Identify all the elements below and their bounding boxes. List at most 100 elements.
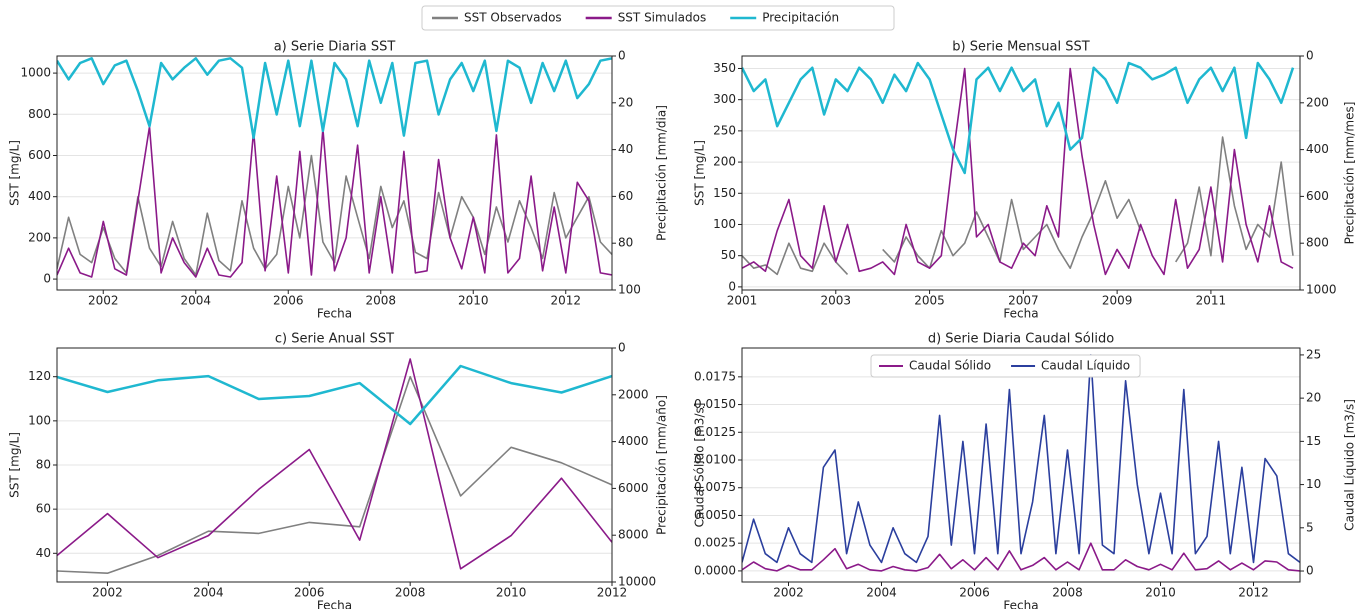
y-tick-label: 0 xyxy=(43,272,51,286)
series-line xyxy=(742,67,1294,276)
y-tick-label: 600 xyxy=(28,148,51,162)
plot-frame xyxy=(56,347,613,583)
plot-frame xyxy=(741,347,1301,583)
y-tick-label: 0 xyxy=(728,279,736,293)
x-tick-label: 2012 xyxy=(550,294,581,308)
y-tick-label: 120 xyxy=(28,369,51,383)
x-tick-label: 2010 xyxy=(1145,586,1176,600)
x-tick-label: 2012 xyxy=(1238,586,1269,600)
y2-tick-label: 60 xyxy=(618,189,633,203)
series-line xyxy=(57,125,612,278)
x-tick-label: 2001 xyxy=(727,294,758,308)
y-axis-label: Caudal Sólido [m3/s] xyxy=(693,403,707,528)
y2-tick-label: 0 xyxy=(618,341,626,355)
y2-axis-label: Precipitación [mm/mes] xyxy=(1343,102,1357,245)
y2-tick-label: 25 xyxy=(1306,347,1321,361)
legend-label: Precipitación xyxy=(762,11,839,25)
series-line xyxy=(57,358,612,570)
legend-label: SST Observados xyxy=(464,11,562,25)
chart-title: a) Serie Diaria SST xyxy=(274,40,396,55)
y2-tick-label: 100 xyxy=(618,283,641,297)
y-axis-label: SST [mg/L] xyxy=(693,140,707,206)
y-tick-label: 0.0150 xyxy=(694,397,736,411)
x-tick-label: 2004 xyxy=(866,586,897,600)
y2-tick-label: 10 xyxy=(1306,477,1321,491)
y2-tick-label: 8000 xyxy=(618,528,649,542)
y-tick-label: 0.0000 xyxy=(694,563,736,577)
y2-tick-label: 200 xyxy=(1306,95,1329,109)
x-tick-label: 2002 xyxy=(773,586,804,600)
series-line xyxy=(742,354,1300,564)
y-tick-label: 100 xyxy=(713,217,736,231)
y-tick-label: 0.0025 xyxy=(694,536,736,550)
series-line xyxy=(57,375,612,574)
x-tick-label: 2010 xyxy=(496,586,527,600)
x-tick-label: 2008 xyxy=(365,294,396,308)
x-tick-label: 2009 xyxy=(1102,294,1133,308)
x-axis-label: Fecha xyxy=(1003,599,1038,609)
y-axis-label: SST [mg/L] xyxy=(8,432,22,498)
x-axis-label: Fecha xyxy=(317,599,352,609)
chart-title: d) Serie Diaria Caudal Sólido xyxy=(928,332,1114,347)
y-tick-label: 100 xyxy=(28,413,51,427)
y-tick-label: 0.0175 xyxy=(694,369,736,383)
y2-tick-label: 600 xyxy=(1306,189,1329,203)
x-tick-label: 2012 xyxy=(597,586,628,600)
x-tick-label: 2006 xyxy=(273,294,304,308)
legend-box xyxy=(870,354,1141,378)
y2-tick-label: 800 xyxy=(1306,236,1329,250)
y-axis-label: SST [mg/L] xyxy=(8,140,22,206)
plot-frame xyxy=(56,55,613,291)
x-tick-label: 2008 xyxy=(395,586,426,600)
legend-box xyxy=(421,5,895,31)
legend: Caudal Sólido Caudal Líquido xyxy=(870,354,1141,378)
y-tick-label: 300 xyxy=(713,92,736,106)
y2-axis-label: Precipitación [mm/dia] xyxy=(655,105,669,241)
y-tick-label: 150 xyxy=(713,186,736,200)
plot-frame xyxy=(741,55,1301,291)
legend-label: Caudal Sólido xyxy=(909,359,991,373)
series-line xyxy=(742,542,1300,572)
x-tick-label: 2008 xyxy=(1052,586,1083,600)
y2-tick-label: 10000 xyxy=(618,575,656,589)
x-tick-label: 2006 xyxy=(959,586,990,600)
series-line xyxy=(742,61,1295,175)
x-tick-label: 2006 xyxy=(294,586,325,600)
y2-tick-label: 0 xyxy=(618,49,626,63)
y-tick-label: 0.0050 xyxy=(694,508,736,522)
y2-axis-label: Precipitación [mm/año] xyxy=(655,395,669,535)
y-tick-label: 200 xyxy=(713,155,736,169)
y2-tick-label: 0 xyxy=(1306,49,1314,63)
y2-tick-label: 1000 xyxy=(1306,283,1337,297)
series-line xyxy=(57,364,612,426)
x-axis-label: Fecha xyxy=(317,307,352,321)
x-tick-label: 2002 xyxy=(88,294,119,308)
x-tick-label: 2004 xyxy=(180,294,211,308)
y2-tick-label: 40 xyxy=(618,142,633,156)
legend-label: SST Simulados xyxy=(618,11,707,25)
x-tick-label: 2007 xyxy=(1008,294,1039,308)
y2-axis-label: Caudal Líquido [m3/s] xyxy=(1343,399,1357,531)
y2-tick-label: 400 xyxy=(1306,142,1329,156)
x-tick-label: 2011 xyxy=(1196,294,1227,308)
chart-title: c) Serie Anual SST xyxy=(275,332,394,347)
y-tick-label: 0.0100 xyxy=(694,453,736,467)
y2-tick-label: 5 xyxy=(1306,520,1314,534)
y-tick-label: 350 xyxy=(713,61,736,75)
series-line xyxy=(57,154,612,276)
y2-tick-label: 20 xyxy=(1306,391,1321,405)
y-tick-label: 40 xyxy=(36,546,51,560)
y2-tick-label: 2000 xyxy=(618,387,649,401)
y2-tick-label: 6000 xyxy=(618,481,649,495)
y-tick-label: 80 xyxy=(36,458,51,472)
x-axis-label: Fecha xyxy=(1003,307,1038,321)
y2-tick-label: 20 xyxy=(618,95,633,109)
x-tick-label: 2004 xyxy=(193,586,224,600)
y2-tick-label: 15 xyxy=(1306,434,1321,448)
y-tick-label: 200 xyxy=(28,230,51,244)
legend-label: Caudal Líquido xyxy=(1041,359,1130,373)
x-tick-label: 2010 xyxy=(458,294,489,308)
y2-tick-label: 4000 xyxy=(618,434,649,448)
y-tick-label: 250 xyxy=(713,123,736,137)
